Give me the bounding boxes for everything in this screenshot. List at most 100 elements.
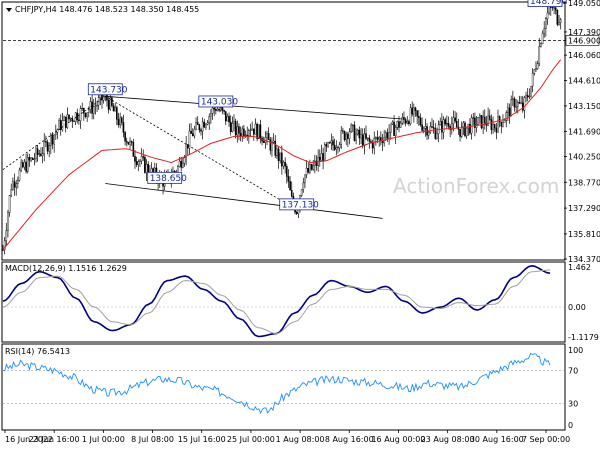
candle-body	[348, 131, 351, 139]
candle-body	[484, 116, 486, 124]
candle-body	[394, 127, 397, 136]
candle-body	[38, 153, 41, 155]
candle-body	[140, 156, 143, 162]
y-tick-label: 143.150	[568, 102, 600, 111]
candle-body	[360, 134, 362, 139]
candle-body	[487, 115, 489, 126]
y-tick-label: 134.370	[568, 255, 600, 264]
candle-body	[289, 181, 291, 191]
candle-body	[309, 164, 311, 173]
candle-body	[23, 161, 26, 168]
candle-body	[120, 117, 123, 123]
candle-body	[22, 162, 24, 168]
candle-body	[50, 134, 52, 146]
candle-body	[211, 107, 214, 114]
candle-body	[352, 124, 354, 126]
candle-body	[269, 139, 272, 151]
candle-body	[119, 117, 121, 126]
candle-body	[462, 122, 465, 128]
candle-body	[386, 132, 389, 139]
candle-body	[223, 109, 225, 112]
candle-body	[418, 116, 420, 119]
candle-body	[114, 107, 116, 112]
candle-body	[342, 130, 344, 132]
candle-body	[533, 69, 536, 74]
candle-body	[495, 127, 498, 133]
candle-body	[252, 128, 255, 135]
candle-body	[479, 115, 481, 118]
candle-body	[17, 179, 19, 184]
candle-body	[337, 147, 339, 149]
candle-body	[472, 117, 475, 119]
candle-body	[272, 140, 275, 143]
x-tick-label: 16 Jun 2022	[5, 435, 53, 444]
candle-body	[545, 18, 547, 29]
candle-body	[536, 63, 539, 69]
x-tick-label: 1 Aug 08:00	[276, 435, 325, 444]
candle-body	[554, 7, 557, 11]
candle-body	[356, 129, 359, 135]
candle-body	[558, 22, 560, 25]
candle-body	[427, 131, 430, 136]
candle-body	[83, 108, 85, 114]
candle-body	[406, 121, 409, 124]
candle-body	[378, 137, 381, 140]
x-tick-label: 23 Jun 16:00	[29, 435, 80, 444]
candle-body	[231, 123, 234, 132]
y-tick-label: 135.810	[568, 230, 600, 239]
candle-body	[302, 182, 305, 191]
candle-body	[284, 162, 286, 167]
candle-body	[307, 168, 310, 173]
candle-body	[53, 134, 55, 145]
candle-body	[327, 142, 329, 147]
candle-body	[464, 122, 466, 137]
candle-body	[391, 121, 394, 125]
candle-body	[238, 126, 240, 134]
rsi-y-tick-label: 30	[568, 399, 578, 408]
candle-body	[286, 166, 288, 177]
candle-body	[449, 126, 451, 130]
y-tick-label: 146.060	[568, 51, 600, 60]
candle-body	[553, 7, 555, 9]
candle-body	[373, 137, 376, 149]
candle-body	[36, 148, 39, 155]
candle-body	[243, 128, 245, 137]
candle-body	[455, 120, 458, 128]
candle-body	[376, 137, 379, 140]
candle-body	[365, 133, 367, 139]
candle-body	[12, 181, 14, 190]
candle-body	[274, 140, 277, 156]
candle-body	[290, 189, 293, 197]
candle-body	[241, 128, 244, 137]
candle-body	[35, 148, 37, 160]
candle-body	[518, 102, 521, 104]
candle-body	[206, 122, 209, 125]
x-tick-label: 8 Jul 08:00	[131, 435, 174, 444]
candle-body	[215, 109, 217, 111]
candle-body	[256, 123, 258, 139]
candle-body	[350, 124, 352, 132]
candle-body	[142, 156, 145, 158]
candle-body	[91, 101, 93, 114]
candle-body	[190, 130, 192, 134]
candle-body	[196, 122, 199, 126]
price-annotation-label: 143.030	[201, 97, 238, 107]
candle-body	[177, 166, 179, 173]
candle-body	[310, 164, 313, 170]
candle-body	[233, 121, 235, 124]
candle-body	[31, 157, 34, 160]
price-annotation-label: 137.130	[282, 200, 319, 210]
candle-body	[5, 230, 8, 242]
candle-body	[333, 144, 336, 150]
price-annotation-box	[198, 95, 234, 108]
candle-body	[370, 141, 372, 143]
candle-body	[528, 95, 531, 98]
candle-body	[320, 153, 323, 161]
candle-body	[271, 142, 273, 151]
candle-body	[304, 174, 306, 184]
candle-body	[78, 119, 80, 121]
candle-body	[15, 183, 18, 188]
candle-body	[546, 12, 549, 19]
candle-body	[210, 113, 212, 117]
candle-body	[48, 145, 50, 152]
